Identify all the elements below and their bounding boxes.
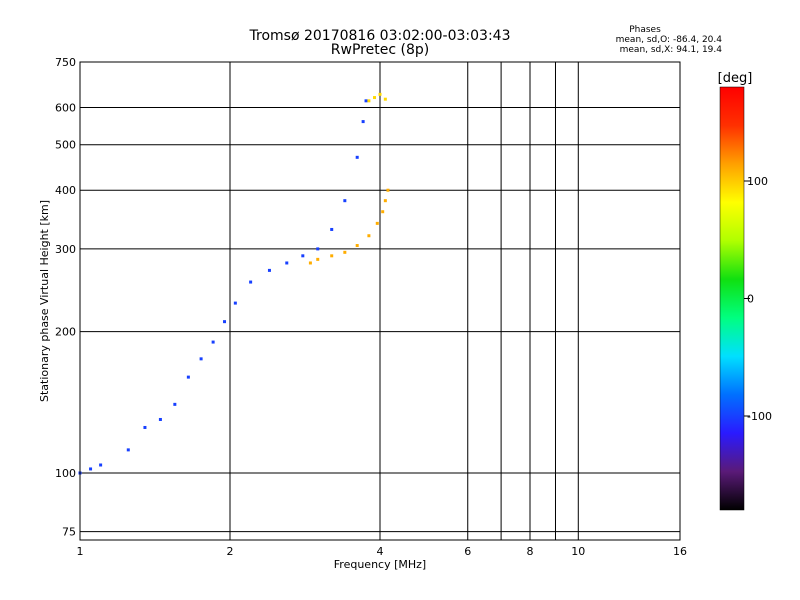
x-axis-label: Frequency [MHz] — [334, 558, 426, 571]
data-point — [343, 199, 347, 203]
phases-heading: Phases — [629, 25, 661, 35]
y-tick-label: 500 — [55, 139, 76, 152]
data-point — [367, 99, 371, 103]
data-point — [249, 280, 253, 284]
x-tick-label: 1 — [77, 545, 84, 558]
data-point — [126, 448, 130, 452]
data-point — [308, 261, 312, 265]
data-point — [330, 254, 334, 258]
data-point — [361, 120, 365, 124]
data-points — [78, 92, 390, 475]
data-point — [343, 250, 347, 254]
data-point — [364, 99, 368, 103]
data-point — [211, 340, 215, 344]
data-point — [99, 463, 103, 467]
x-tick-labels: 1 2 4 6 8 10 16 — [77, 545, 688, 558]
colorbar-label: [deg] — [718, 71, 753, 86]
x-tick-label: 2 — [227, 545, 234, 558]
grid — [80, 62, 680, 540]
data-point — [316, 247, 320, 251]
colorbar-tick-label: -100 — [747, 410, 772, 423]
data-point — [373, 96, 377, 100]
data-point — [330, 227, 334, 231]
y-tick-label: 75 — [62, 526, 76, 539]
data-point — [285, 261, 289, 265]
data-point — [267, 268, 271, 272]
chart-subtitle: RwPretec (8p) — [331, 42, 429, 58]
data-point — [381, 210, 385, 214]
x-tick-label: 8 — [527, 545, 534, 558]
data-point — [199, 357, 203, 361]
y-tick-label: 400 — [55, 184, 76, 197]
data-point — [301, 254, 305, 258]
data-point — [186, 375, 190, 379]
plot-frame — [79, 61, 681, 541]
data-point — [143, 425, 147, 429]
x-tick-label: 6 — [464, 545, 471, 558]
y-axis-label: Stationary phase Virtual Height [km] — [38, 200, 51, 402]
y-tick-label: 300 — [55, 243, 76, 256]
x-tick-label: 16 — [673, 545, 687, 558]
data-point — [355, 155, 359, 159]
x-tick-label: 4 — [377, 545, 384, 558]
y-tick-label: 200 — [55, 326, 76, 339]
y-tick-label: 100 — [55, 467, 76, 480]
y-tick-label: 600 — [55, 102, 76, 115]
data-point — [223, 320, 227, 324]
data-point — [383, 97, 387, 101]
y-tick-labels: 75 100 200 300 400 500 600 750 — [55, 56, 76, 539]
data-point — [89, 467, 93, 471]
data-point — [233, 301, 237, 305]
data-point — [378, 92, 382, 96]
data-point — [386, 188, 390, 192]
colorbar-tick-label: 0 — [747, 293, 754, 306]
data-point — [375, 221, 379, 225]
data-point — [173, 402, 177, 406]
y-tick-label: 750 — [55, 56, 76, 69]
colorbar-tick-label: 100 — [747, 175, 768, 188]
phases-x-line: mean, sd,X: 94.1, 19.4 — [620, 45, 723, 55]
phases-o-line: mean, sd,O: -86.4, 20.4 — [616, 35, 723, 45]
data-point — [316, 257, 320, 261]
chart-title: Tromsø 20170816 03:02:00-03:03:43 — [249, 28, 511, 44]
x-tick-label: 10 — [571, 545, 585, 558]
data-point — [383, 199, 387, 203]
data-point — [355, 244, 359, 248]
data-point — [158, 417, 162, 421]
colorbar-ticks: 100 0 -100 — [744, 175, 772, 423]
colorbar — [719, 86, 745, 511]
data-point — [367, 234, 371, 238]
